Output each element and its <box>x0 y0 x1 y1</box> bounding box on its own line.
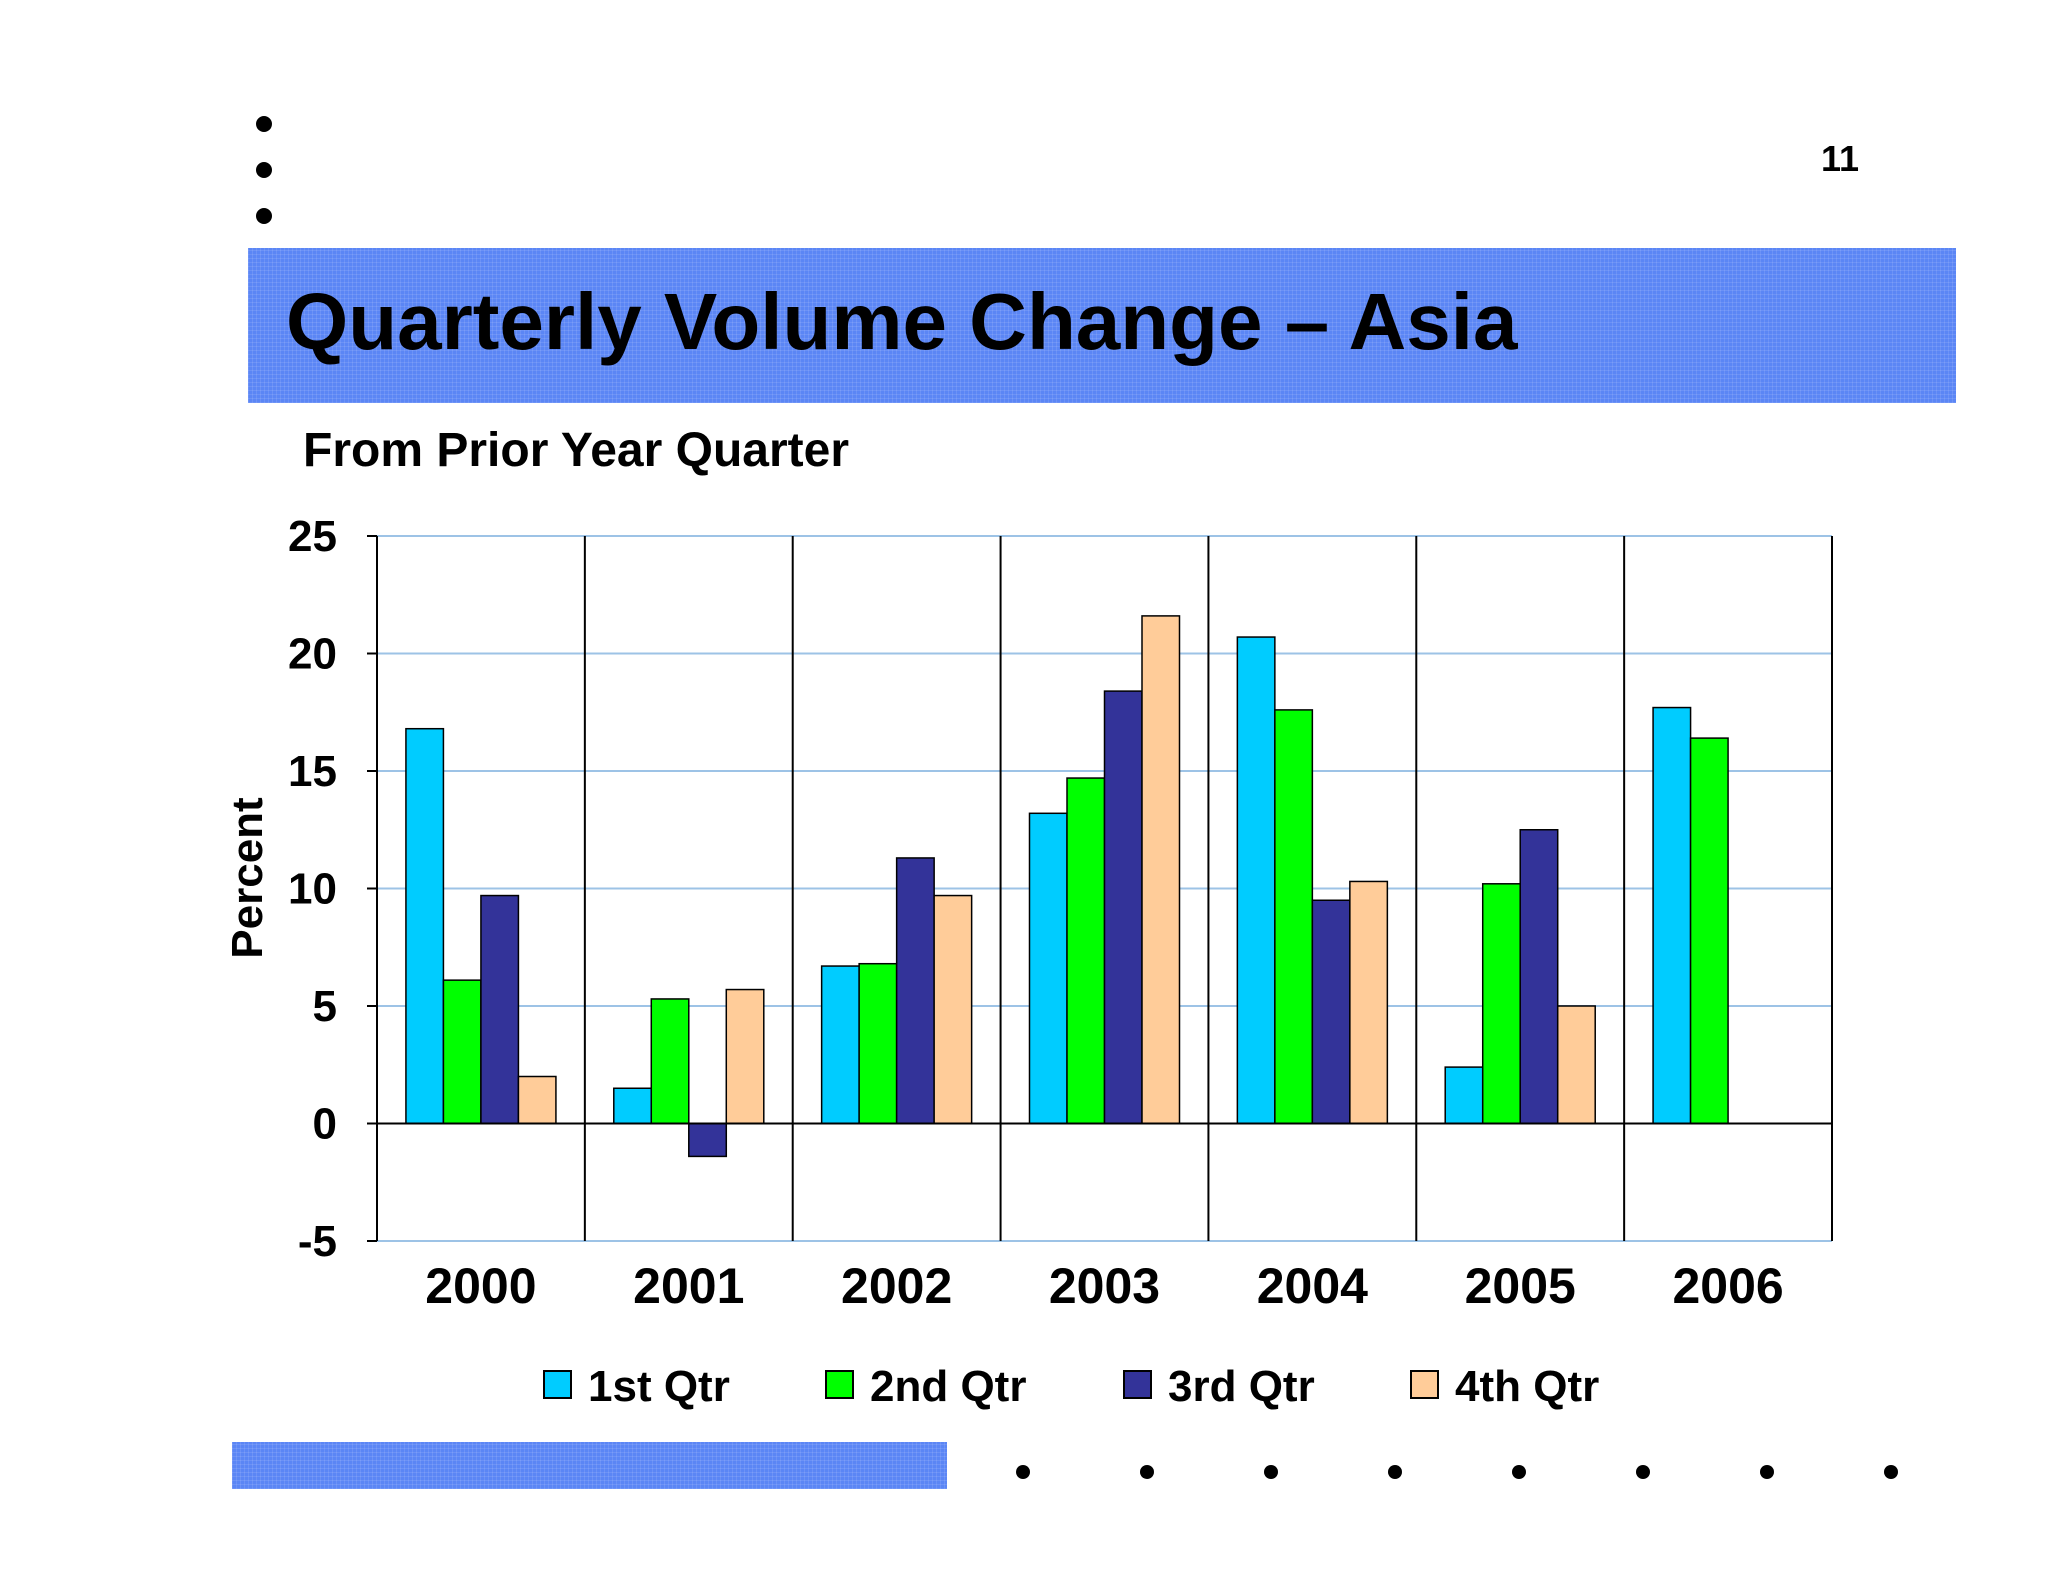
bar-2000-1st-qtr <box>405 727 445 1125</box>
bar-2000-4th-qtr <box>517 1075 557 1125</box>
decorative-bullet <box>1140 1465 1154 1479</box>
x-tick-label: 2006 <box>1672 1258 1783 1314</box>
legend-swatch <box>543 1370 572 1399</box>
bar-2000-2nd-qtr <box>442 979 482 1125</box>
footer-band <box>232 1442 947 1489</box>
x-tick-label: 2002 <box>841 1258 952 1314</box>
legend-label: 1st Qtr <box>588 1362 730 1411</box>
legend-swatch <box>825 1370 854 1399</box>
bar-2002-2nd-qtr <box>858 962 898 1125</box>
legend-label: 3rd Qtr <box>1168 1362 1315 1411</box>
legend: 1st Qtr 2nd Qtr 3rd Qtr 4th Qtr <box>543 1362 1599 1411</box>
bar-2004-3rd-qtr <box>1311 899 1351 1125</box>
decorative-bullet <box>1016 1465 1030 1479</box>
bar-2000-3rd-qtr <box>480 894 520 1125</box>
bar-2001-2nd-qtr <box>650 998 690 1125</box>
bar-2003-1st-qtr <box>1028 812 1068 1125</box>
decorative-bullet <box>1264 1465 1278 1479</box>
bar-2002-1st-qtr <box>820 965 860 1125</box>
bar-2003-4th-qtr <box>1141 615 1181 1125</box>
x-tick-label: 2001 <box>633 1258 744 1314</box>
decorative-bullet <box>1388 1465 1402 1479</box>
title-band <box>248 248 1956 403</box>
bar-2006-2nd-qtr <box>1689 737 1729 1125</box>
decorative-bullet <box>256 208 272 224</box>
y-tick-label: 10 <box>288 865 337 914</box>
bar-2002-4th-qtr <box>933 894 973 1125</box>
legend-label: 4th Qtr <box>1455 1362 1599 1411</box>
decorative-bullet <box>256 162 272 178</box>
bar-2002-3rd-qtr <box>895 857 935 1125</box>
legend-label: 2nd Qtr <box>870 1362 1026 1411</box>
bar-2005-1st-qtr <box>1444 1066 1484 1125</box>
bar-2004-4th-qtr <box>1349 880 1389 1125</box>
labels: Percent 25 20 15 10 5 0 -5 2000 2001 2002 2003 2004… <box>223 512 1784 1314</box>
bar-2006-1st-qtr <box>1652 706 1692 1125</box>
decorative-bullet <box>1512 1465 1526 1479</box>
x-tick-label: 2003 <box>1049 1258 1160 1314</box>
bar-2001-4th-qtr <box>725 988 765 1125</box>
y-tick-label: 25 <box>288 512 337 561</box>
decorative-bullet <box>1636 1465 1650 1479</box>
page-subtitle: From Prior Year Quarter <box>303 424 849 477</box>
decorative-bullet <box>1760 1465 1774 1479</box>
bar-2004-1st-qtr <box>1236 636 1276 1125</box>
legend-swatch <box>1410 1370 1439 1399</box>
legend-swatch <box>1123 1370 1152 1399</box>
page-number: 11 <box>1820 138 1860 179</box>
decorative-bullet <box>1884 1465 1898 1479</box>
y-axis-label: Percent <box>223 797 272 959</box>
y-tick-label: -5 <box>298 1217 337 1266</box>
bars <box>405 615 1729 1158</box>
x-tick-label: 2005 <box>1465 1258 1576 1314</box>
x-tick-label: 2000 <box>425 1258 536 1314</box>
page-title: Quarterly Volume Change – Asia <box>286 277 1518 366</box>
y-tick-label: 5 <box>313 982 337 1031</box>
x-tick-label: 2004 <box>1257 1258 1368 1314</box>
bar-2005-2nd-qtr <box>1481 883 1521 1125</box>
bar-2003-2nd-qtr <box>1066 777 1106 1125</box>
y-tick-label: 15 <box>288 747 337 796</box>
bar-2003-3rd-qtr <box>1103 690 1143 1125</box>
y-tick-label: 20 <box>288 630 337 679</box>
y-tick-label: 0 <box>313 1100 337 1149</box>
bar-2005-3rd-qtr <box>1519 829 1559 1125</box>
axes <box>367 535 1833 1242</box>
bar-2001-1st-qtr <box>613 1087 653 1125</box>
decorative-bullet <box>256 116 272 132</box>
bar-2001-3rd-qtr <box>688 1122 728 1158</box>
bar-2005-4th-qtr <box>1556 1005 1596 1125</box>
bar-2004-2nd-qtr <box>1274 709 1314 1125</box>
